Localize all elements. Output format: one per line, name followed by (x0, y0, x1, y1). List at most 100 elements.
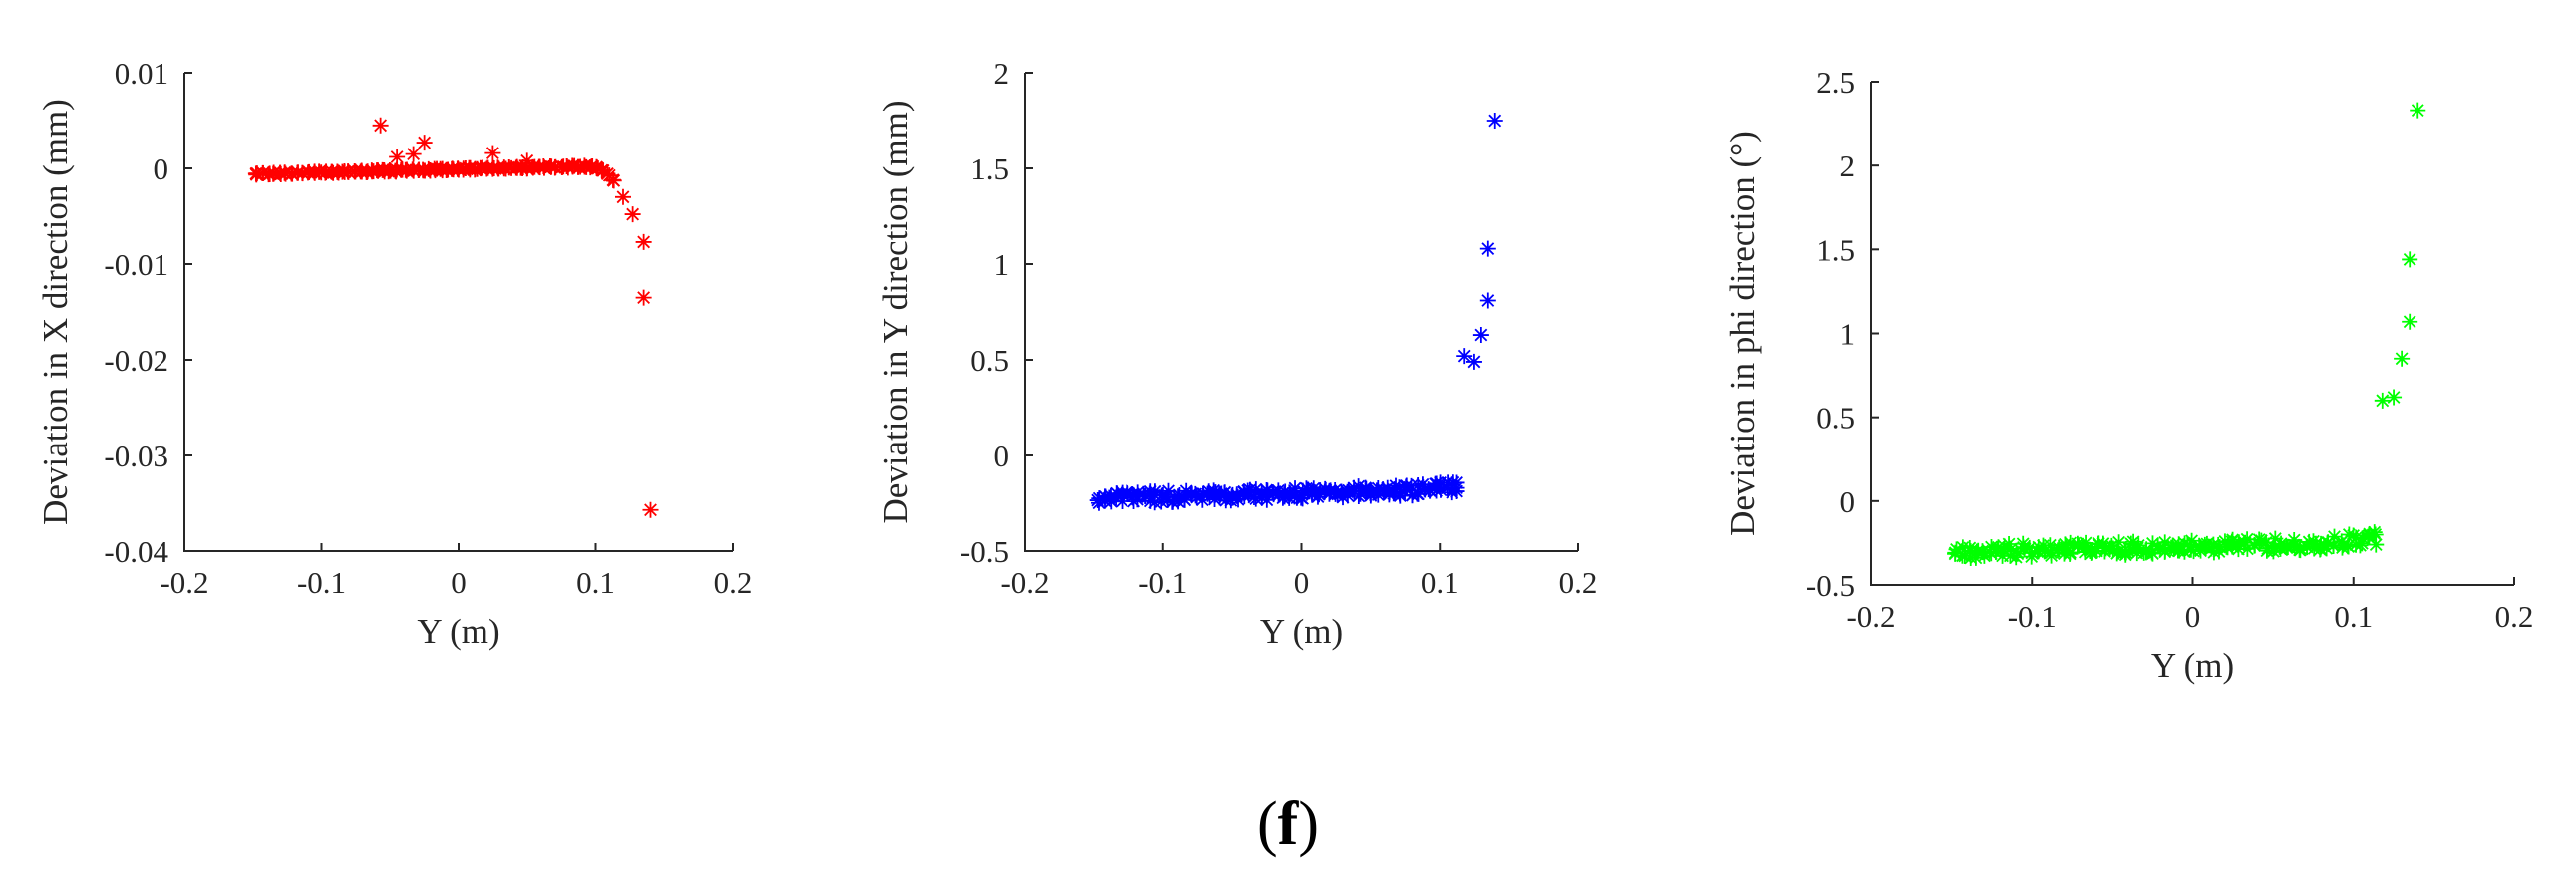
data-point (484, 145, 501, 161)
data-point (2237, 534, 2254, 551)
x-tick-label: 0.1 (2334, 599, 2373, 634)
data-point (2171, 542, 2188, 559)
x-tick-label: 0.1 (576, 565, 615, 600)
data-point (2176, 535, 2193, 552)
y-tick-label: -0.02 (104, 343, 168, 378)
data-point (2094, 535, 2111, 552)
data-point (2266, 539, 2283, 556)
data-point (2402, 313, 2418, 330)
data-point (624, 206, 641, 223)
data-point (2386, 389, 2403, 406)
data-point (2299, 539, 2316, 556)
data-point (1129, 484, 1146, 501)
data-point (1339, 487, 1356, 504)
y-tick-label: 0 (1840, 484, 1856, 519)
x-tick-label: -0.1 (2008, 599, 2057, 634)
data-point (2043, 547, 2060, 564)
data-point (1247, 490, 1264, 507)
data-point (1948, 541, 1965, 558)
data-point (2069, 538, 2086, 555)
data-point (1178, 482, 1195, 499)
data-point (1187, 487, 1204, 504)
x-tick-label: 0 (1294, 565, 1310, 600)
y-tick-label: 2.5 (1816, 65, 1855, 100)
x-tick-label: -0.1 (1138, 565, 1187, 600)
data-point (2286, 532, 2303, 549)
x-tick-label: -0.2 (1000, 565, 1049, 600)
data-point (1160, 482, 1177, 499)
data-point (2183, 532, 2200, 549)
y-tick-label: -0.03 (104, 439, 168, 473)
data-point (2117, 546, 2134, 563)
data-point (1119, 484, 1135, 501)
data-point (2143, 544, 2160, 561)
data-point (1432, 476, 1449, 493)
data-point (2340, 538, 2357, 555)
axis-lines (1024, 73, 1578, 552)
data-point (1947, 545, 1964, 562)
caption-open-paren: ( (1257, 790, 1278, 858)
data-point (1397, 483, 1414, 500)
axis-lines (183, 73, 733, 552)
data-point (635, 289, 652, 306)
data-point (2089, 542, 2105, 559)
data-point (1404, 487, 1421, 504)
data-point (599, 165, 616, 182)
data-point (1961, 539, 1978, 556)
x-tick-label: -0.2 (160, 565, 208, 600)
data-point (2078, 534, 2094, 551)
data-point (2367, 526, 2384, 543)
y-tick-label: 1 (994, 247, 1010, 282)
data-point (2394, 350, 2411, 367)
data-point (1258, 491, 1275, 508)
data-point (518, 152, 535, 169)
caption-close-paren: ) (1298, 790, 1319, 858)
data-point (2144, 535, 2161, 552)
y-tick-label: -0.5 (1806, 568, 1855, 603)
data-point (1240, 486, 1257, 503)
data-point (1159, 491, 1176, 508)
panel-x-deviation: -0.2 -0.1 0 0.1 0.2 -0.04 -0.03 -0.02 -0.01 0 0.01… (36, 56, 752, 651)
data-point (1176, 491, 1193, 508)
y-tick-label: 1.5 (1816, 232, 1855, 267)
data-point (2003, 540, 2020, 557)
data-point (2042, 537, 2059, 554)
x-tick-label: 0.2 (714, 565, 753, 600)
data-point (276, 164, 293, 181)
y-tick-label: 1.5 (970, 151, 1009, 186)
x-tick-label: 0.2 (1559, 565, 1598, 600)
panel-phi-deviation: -0.2 -0.1 0 0.1 0.2 -0.5 0 0.5 1 1.5 2 2.5 Y (m) Devi… (1723, 65, 2533, 685)
data-point (1486, 113, 1503, 129)
data-point (589, 160, 606, 177)
data-point (2374, 392, 2391, 409)
data-point (2258, 534, 2275, 551)
y-axis-title: Deviation in Y direction (mm) (876, 100, 915, 523)
data-point (1311, 486, 1328, 503)
data-point (1236, 488, 1253, 505)
data-point (2125, 533, 2142, 550)
data-point (416, 135, 433, 151)
data-point (1987, 544, 2004, 561)
data-point (2156, 534, 2173, 551)
y-tick-label: 0.5 (1816, 401, 1855, 436)
data-point (1472, 327, 1489, 344)
data-point (1287, 480, 1304, 497)
data-point (2354, 530, 2371, 547)
y-tick-label: -0.5 (960, 534, 1009, 569)
y-tick-label: 2 (994, 56, 1010, 91)
data-point (2265, 543, 2282, 560)
caption-letter: f (1277, 790, 1299, 858)
data-point (1449, 474, 1465, 491)
data-point (2239, 531, 2256, 548)
data-point (1228, 486, 1245, 503)
scatter-series (1947, 102, 2426, 567)
data-point (2203, 540, 2220, 557)
data-point (2182, 541, 2199, 558)
data-point (2062, 545, 2079, 562)
data-point (2320, 534, 2337, 551)
data-point (2326, 528, 2343, 545)
data-point (642, 501, 659, 518)
data-point (2176, 543, 2193, 560)
data-point (2036, 543, 2053, 560)
data-point (1954, 547, 1971, 564)
